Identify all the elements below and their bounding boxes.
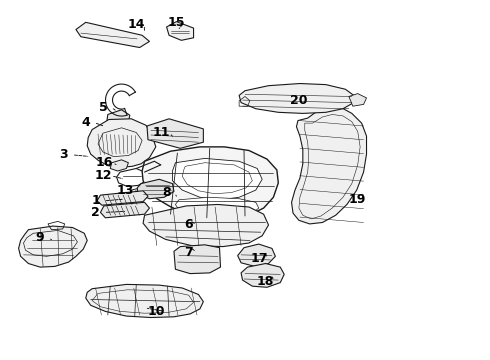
Polygon shape xyxy=(100,202,149,218)
Text: 2: 2 xyxy=(91,206,100,219)
Polygon shape xyxy=(97,191,148,205)
Text: 7: 7 xyxy=(184,246,193,258)
Polygon shape xyxy=(238,244,275,266)
Polygon shape xyxy=(174,245,220,274)
Text: 20: 20 xyxy=(290,94,308,107)
Text: 8: 8 xyxy=(162,186,171,199)
Polygon shape xyxy=(143,204,269,247)
Polygon shape xyxy=(19,226,87,267)
Text: 18: 18 xyxy=(257,275,274,288)
Text: 15: 15 xyxy=(168,16,185,29)
Text: 11: 11 xyxy=(153,126,171,139)
Polygon shape xyxy=(349,94,367,106)
Polygon shape xyxy=(107,110,130,125)
Polygon shape xyxy=(87,119,156,167)
Polygon shape xyxy=(241,264,284,287)
Polygon shape xyxy=(147,119,203,148)
Polygon shape xyxy=(137,179,174,199)
Polygon shape xyxy=(76,22,149,48)
Text: 14: 14 xyxy=(127,18,145,31)
Text: 13: 13 xyxy=(116,184,134,197)
Text: 17: 17 xyxy=(251,252,269,265)
Polygon shape xyxy=(175,197,259,217)
Text: 3: 3 xyxy=(59,148,68,161)
Text: 1: 1 xyxy=(91,194,100,207)
Polygon shape xyxy=(142,147,278,220)
Polygon shape xyxy=(172,158,262,200)
Text: 16: 16 xyxy=(96,156,113,169)
Text: 12: 12 xyxy=(94,169,112,182)
Polygon shape xyxy=(167,22,194,40)
Text: 5: 5 xyxy=(98,101,107,114)
Polygon shape xyxy=(130,187,149,199)
Text: 9: 9 xyxy=(36,231,45,244)
Polygon shape xyxy=(292,107,367,224)
Text: 10: 10 xyxy=(148,305,166,318)
Text: 4: 4 xyxy=(81,116,90,129)
Polygon shape xyxy=(239,84,354,113)
Text: 6: 6 xyxy=(184,219,193,231)
Polygon shape xyxy=(110,160,128,171)
Text: 19: 19 xyxy=(349,193,367,206)
Polygon shape xyxy=(86,284,203,318)
